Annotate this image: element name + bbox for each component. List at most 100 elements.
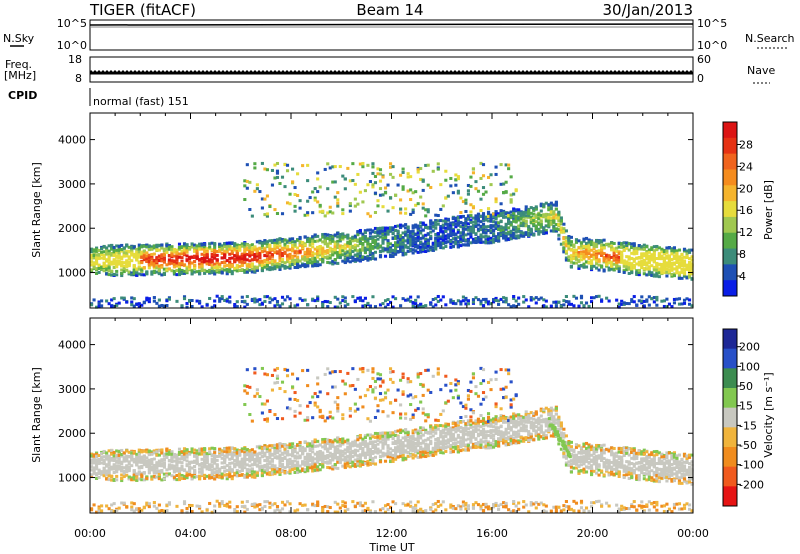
power-mark [356,202,360,206]
power-mark [449,223,453,227]
velocity-mark [198,474,202,478]
power-mark [657,275,661,279]
power-mark [667,264,671,268]
velocity-mark [170,474,174,478]
velocity-mark [190,460,194,464]
power-mark [373,241,378,245]
power-mark [378,179,383,183]
power-mark [484,300,488,304]
power-mark [321,304,325,308]
power-mark [366,241,370,245]
power-mark [213,256,217,260]
power-mark [665,246,669,250]
power-mark [622,248,626,252]
power-mark [90,268,94,272]
velocity-mark [223,466,227,470]
power-mark [233,242,237,246]
power-mark [371,256,375,260]
velocity-mark [213,447,217,451]
power-mark [220,270,224,274]
power-mark [622,270,626,274]
power-mark [557,300,561,304]
power-mark [489,302,493,306]
power-mark [494,165,498,169]
velocity-mark [155,450,159,454]
power-mark [268,239,272,243]
power-mark [564,258,568,262]
power-mark [449,230,453,234]
power-mark [373,174,378,178]
power-mark [373,305,378,309]
power-mark [411,232,415,236]
power-mark [336,204,340,208]
power-mark [155,264,159,268]
power-mark [667,270,671,274]
power-mark [414,223,418,227]
power-mark [481,230,486,234]
power-mark [225,247,229,251]
velocity-mark [165,455,169,459]
power-mark [449,233,453,237]
power-mark [600,248,604,252]
power-mark [263,265,267,269]
power-mark [270,253,275,257]
power-mark [539,220,543,224]
power-mark [90,253,94,257]
power-mark [316,171,320,175]
power-mark [348,202,352,206]
power-mark [434,245,438,249]
power-mark [378,226,383,230]
power-mark [185,265,189,269]
velocity-mark [147,461,151,465]
velocity-mark [187,469,192,473]
power-mark [404,207,408,211]
velocity-mark [130,464,134,468]
power-mark [388,196,393,200]
power-mark [492,232,496,236]
power-mark [152,264,156,268]
power-mark [409,237,413,241]
power-mark [175,248,179,252]
power-mark [348,209,352,213]
power-mark [647,255,651,259]
power-mark [582,256,586,260]
power-mark [285,260,290,264]
power-mark [208,258,212,262]
power-mark [562,230,566,234]
power-mark [368,231,372,235]
power-mark [371,295,375,299]
power-mark [404,226,408,230]
power-mark [459,237,463,241]
power-mark [135,251,139,255]
power-mark [419,224,423,228]
power-mark [690,255,694,259]
power-mark [672,254,677,258]
power-mark [682,298,687,302]
power-mark [542,214,546,218]
power-mark [424,244,428,248]
power-mark [373,230,378,234]
power-mark [107,252,111,256]
power-mark [268,251,272,255]
power-mark [255,298,259,302]
power-mark [132,255,136,259]
power-mark [690,248,694,252]
power-mark [213,272,217,276]
power-mark [547,205,551,209]
power-mark [205,303,209,307]
power-mark [620,260,624,264]
power-mark [353,246,357,250]
power-mark [275,212,280,216]
power-mark [275,300,280,304]
power-mark [630,262,634,266]
power-mark [321,209,325,213]
power-mark [567,300,571,304]
power-mark [208,262,212,266]
power-mark [645,273,649,277]
power-mark [175,255,179,259]
power-mark [117,253,121,257]
colorbar-segment [723,264,737,281]
power-mark [353,204,357,208]
power-mark [454,225,458,229]
power-mark [534,220,538,224]
